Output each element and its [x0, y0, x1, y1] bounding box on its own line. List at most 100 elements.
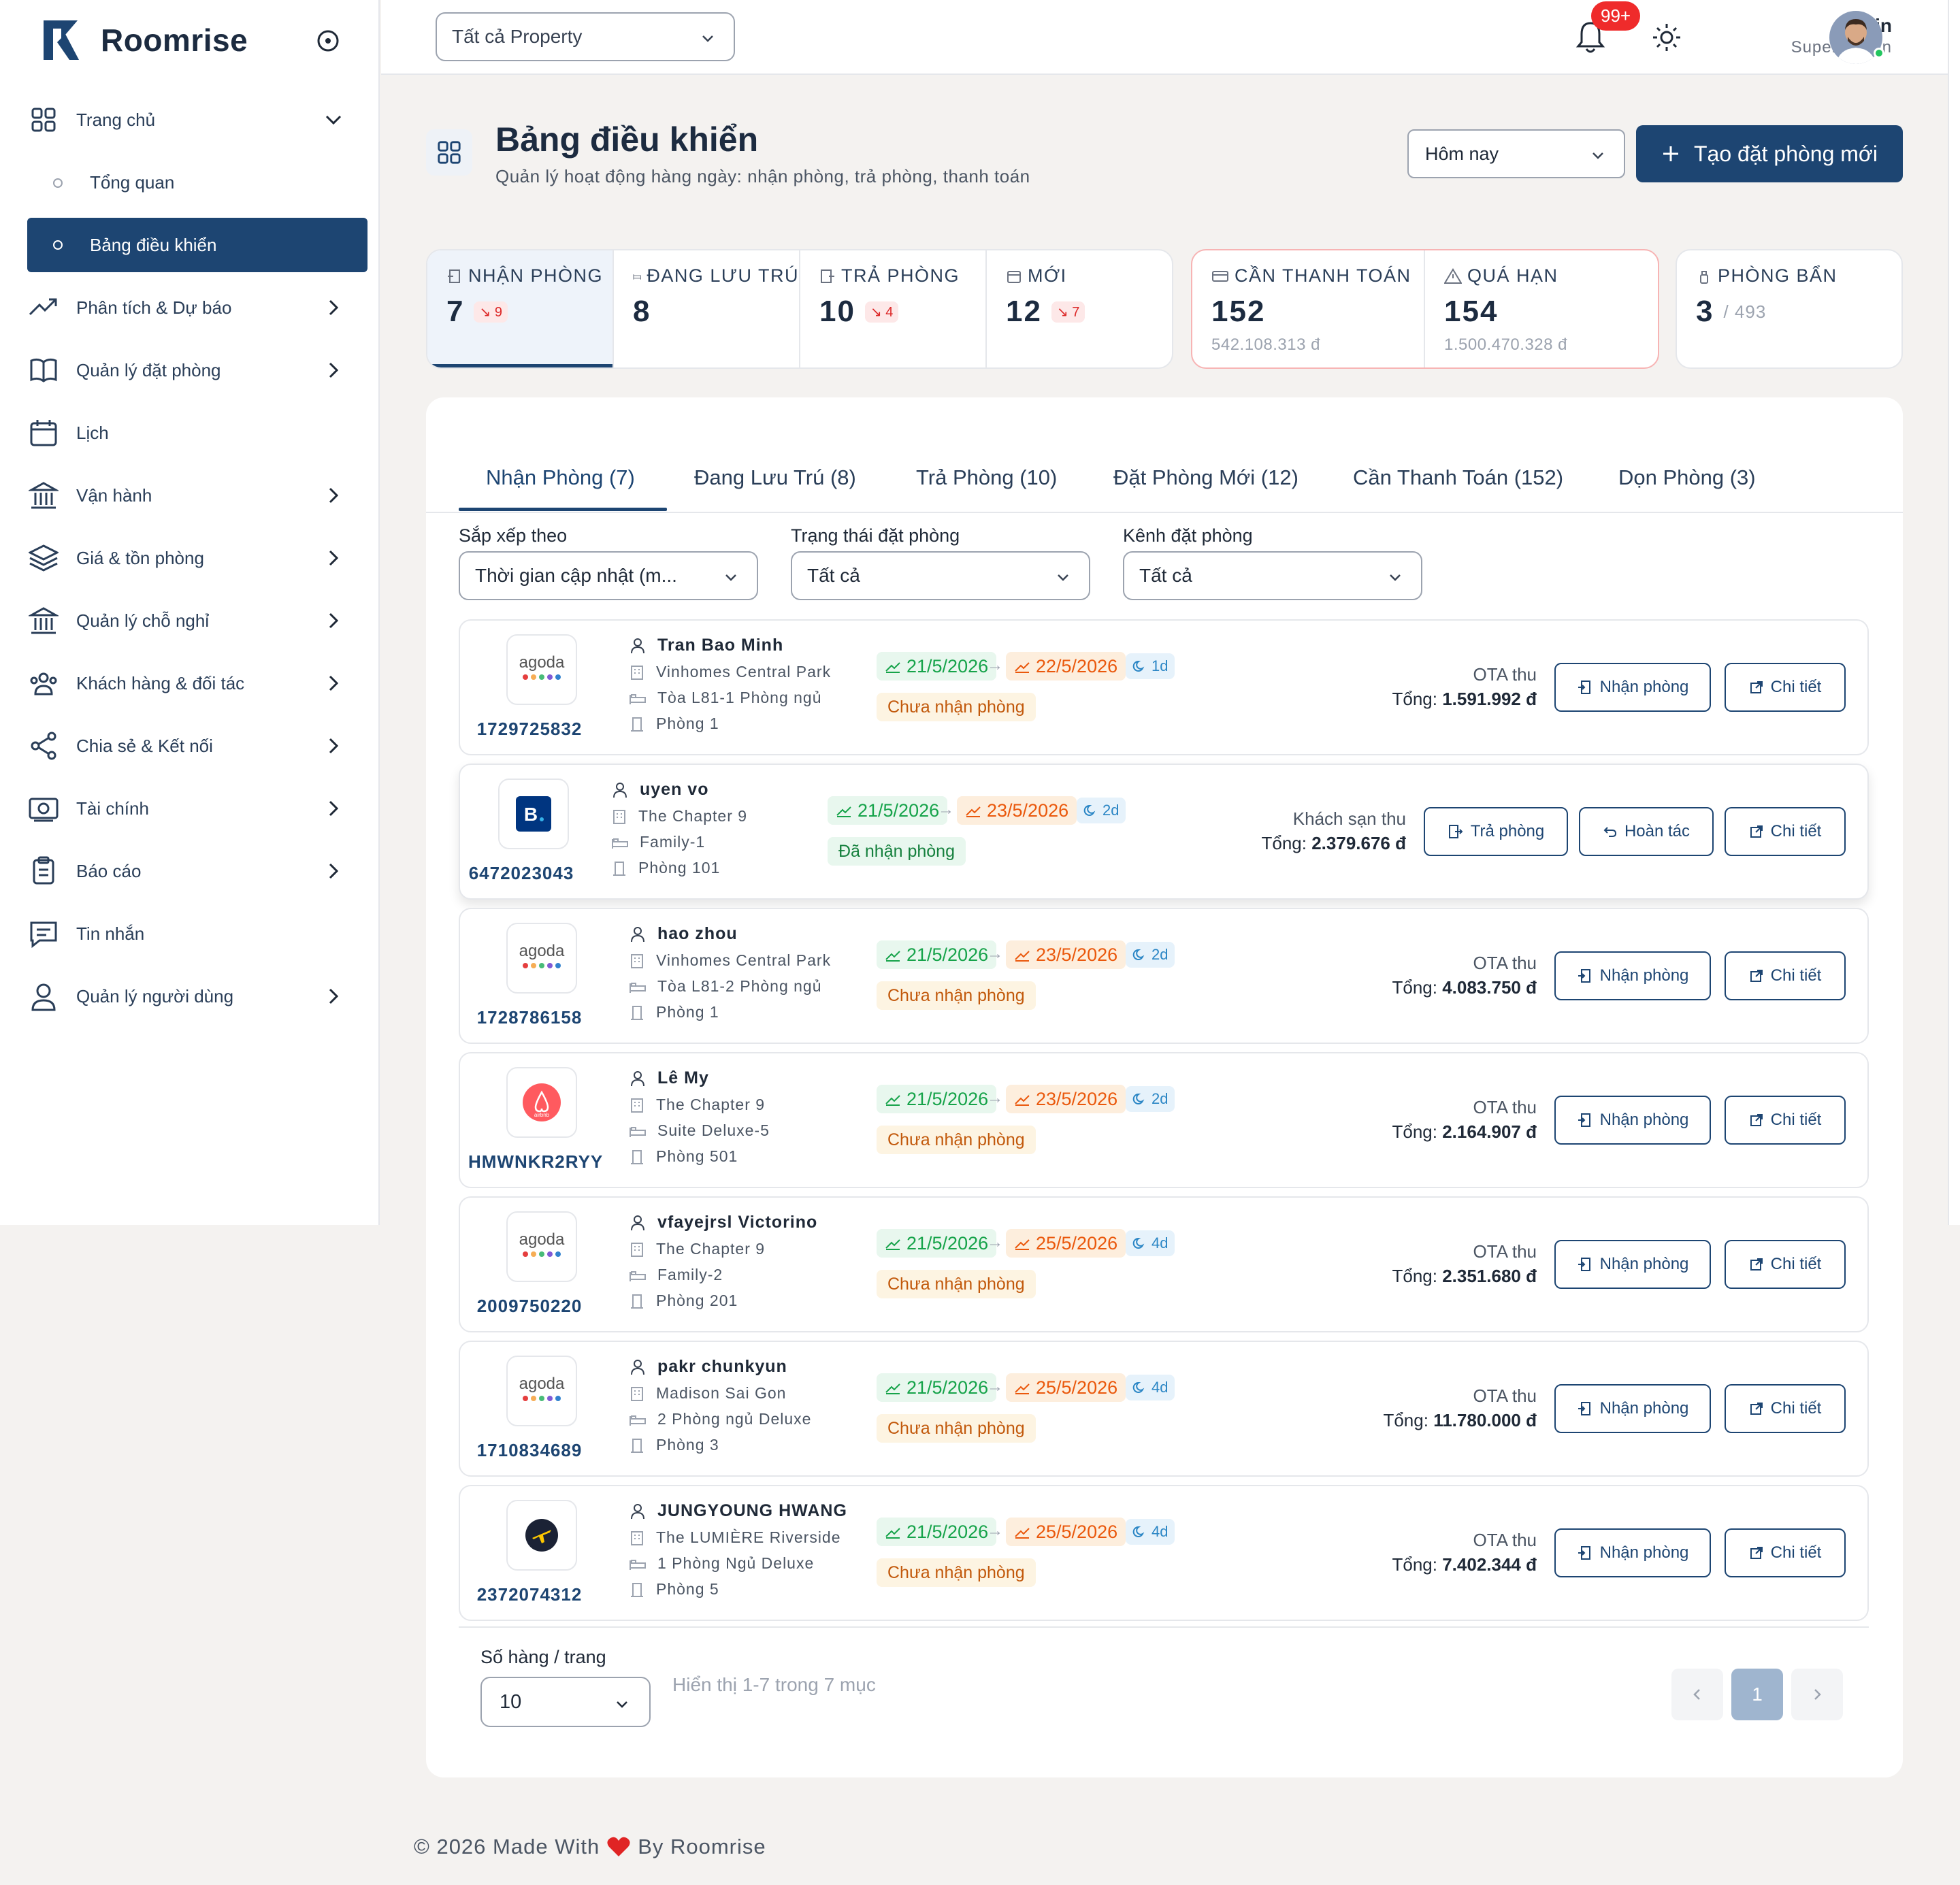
sidebar-item-calendar[interactable]: Lịch — [0, 401, 380, 464]
checkin-button[interactable]: Nhận phòng — [1554, 663, 1711, 712]
booking-code[interactable]: 1728786158 — [476, 1007, 583, 1028]
page-button-current[interactable]: 1 — [1731, 1669, 1783, 1720]
person-icon — [631, 1070, 644, 1086]
property-select[interactable]: Tất cả Property — [436, 12, 735, 61]
tab-new-bookings[interactable]: Đặt Phòng Mới (12) — [1113, 465, 1298, 489]
sidebar-item-operations[interactable]: Vận hành — [0, 464, 380, 527]
stat-payment-due[interactable]: CẦN THANH TOÁN 152 542.108.313 đ — [1192, 250, 1425, 367]
sidebar-item-users[interactable]: Quản lý người dùng — [0, 965, 380, 1028]
date-filter-select[interactable]: Hôm nay — [1407, 129, 1625, 178]
checkin-date-value: 21/5/2026 — [906, 655, 989, 676]
checkin-button[interactable]: Nhận phòng — [1554, 1528, 1711, 1577]
stat-value: 7 — [446, 295, 465, 328]
room-type: Family-2 — [657, 1266, 723, 1283]
sidebar-item-reports[interactable]: Báo cáo — [0, 840, 380, 902]
details-button[interactable]: Chi tiết — [1725, 1096, 1846, 1145]
building-icon — [631, 1530, 643, 1545]
room-type: 1 Phòng Ngủ Deluxe — [657, 1554, 815, 1572]
bed-icon — [630, 1415, 646, 1426]
svg-text:airbnb: airbnb — [534, 1112, 550, 1118]
sort-select[interactable]: Thời gian cập nhật (m... — [459, 551, 758, 600]
stat-value: 8 — [633, 295, 651, 328]
booking-code[interactable]: 1710834689 — [476, 1440, 583, 1460]
undo-button[interactable]: Hoàn tác — [1579, 807, 1714, 856]
stat-overdue[interactable]: QUÁ HẠN 154 1.500.470.328 đ — [1425, 250, 1658, 367]
tab-checkout[interactable]: Trả Phòng (10) — [916, 465, 1058, 489]
sidebar-item-overview[interactable]: Tổng quan — [0, 151, 380, 214]
stat-staying[interactable]: ĐANG LƯU TRÚ 8 — [614, 250, 800, 367]
sidebar-item-messages[interactable]: Tin nhắn — [0, 902, 380, 965]
rows-per-page-select[interactable]: 10 — [480, 1677, 651, 1727]
booking-row[interactable]: 2372074312 JUNGYOUNG HWANG The LUMIÈRE Riv… — [459, 1485, 1869, 1621]
booking-code[interactable]: 2372074312 — [476, 1584, 583, 1605]
warning-icon — [1444, 267, 1462, 284]
checkin-button[interactable]: Nhận phòng — [1554, 1096, 1711, 1145]
booking-code[interactable]: 2009750220 — [476, 1296, 583, 1316]
sidebar-item-customers[interactable]: Khách hàng & đối tác — [0, 652, 380, 715]
prev-page-button[interactable] — [1671, 1669, 1723, 1720]
checkin-date: 21/5/2026 — [877, 1085, 997, 1113]
new-booking-button[interactable]: Tạo đặt phòng mới — [1636, 125, 1903, 182]
booking-code[interactable]: 6472023043 — [468, 863, 574, 883]
checkout-button[interactable]: Trả phòng — [1424, 807, 1568, 856]
page-subtitle: Quản lý hoạt động hàng ngày: nhận phòng,… — [495, 166, 1030, 186]
total-value: 4.083.750 đ — [1442, 977, 1537, 998]
building-icon — [631, 1386, 643, 1401]
details-button[interactable]: Chi tiết — [1725, 1528, 1846, 1577]
details-button[interactable]: Chi tiết — [1725, 1240, 1846, 1289]
sidebar-toggle-icon[interactable] — [314, 27, 342, 54]
details-button[interactable]: Chi tiết — [1725, 663, 1846, 712]
checkin-date: 21/5/2026 — [877, 1518, 997, 1546]
sidebar-item-finance[interactable]: Tài chính — [0, 777, 380, 840]
stat-checkout[interactable]: TRẢ PHÒNG 10 ↘ 4 — [800, 250, 987, 367]
sidebar-item-dashboard[interactable]: Bảng điều khiển — [27, 218, 368, 272]
guest-line: pakr chunkyun — [629, 1357, 787, 1377]
checkin-date-value: 21/5/2026 — [858, 800, 940, 821]
payment-collector: OTA thu — [1473, 1386, 1537, 1406]
scrollbar[interactable] — [1948, 0, 1960, 1225]
chevron-right-icon — [329, 800, 339, 817]
tab-cleaning[interactable]: Dọn Phòng (3) — [1618, 465, 1756, 489]
nights-value: 2d — [1152, 946, 1169, 963]
booking-row[interactable]: agoda 1729725832 Tran Bao Minh Vinhomes Cen… — [459, 619, 1869, 755]
door-icon — [613, 861, 625, 876]
stat-dirty-rooms[interactable]: PHÒNG BẨN 3 / 493 — [1677, 250, 1901, 367]
details-button[interactable]: Chi tiết — [1725, 951, 1846, 1000]
channel-filter-select[interactable]: Tất cả — [1123, 551, 1422, 600]
theme-toggle-icon[interactable] — [1651, 22, 1682, 53]
sidebar-item-pricing[interactable]: Giá & tồn phòng — [0, 527, 380, 589]
sidebar-item-analytics[interactable]: Phân tích & Dự báo — [0, 276, 380, 339]
button-label: Trả phòng — [1470, 822, 1545, 840]
sidebar-item-home[interactable]: Trang chủ — [0, 88, 380, 151]
stat-checkin[interactable]: NHẬN PHÒNG 7 ↘ 9 — [427, 250, 614, 367]
property-name: The LUMIÈRE Riverside — [656, 1528, 841, 1546]
sidebar-item-properties[interactable]: Quản lý chỗ nghỉ — [0, 589, 380, 652]
door-in-icon — [448, 269, 460, 283]
sidebar-item-share[interactable]: Chia sẻ & Kết nối — [0, 715, 380, 777]
stat-new[interactable]: MỚI 12 ↘ 7 — [987, 250, 1172, 367]
details-button[interactable]: Chi tiết — [1725, 807, 1846, 856]
button-label: Chi tiết — [1770, 678, 1822, 696]
moon-icon — [1132, 1381, 1145, 1393]
booking-row[interactable]: agoda 2009750220 vfayejrsl Victorino The Ch… — [459, 1196, 1869, 1332]
status-filter-select[interactable]: Tất cả — [791, 551, 1090, 600]
details-button[interactable]: Chi tiết — [1725, 1384, 1846, 1433]
booking-row[interactable]: agoda 1728786158 hao zhou Vinhomes Central … — [459, 908, 1869, 1044]
next-page-button[interactable] — [1791, 1669, 1843, 1720]
checkin-button[interactable]: Nhận phòng — [1554, 1240, 1711, 1289]
svg-text:agoda: agoda — [519, 942, 565, 960]
tab-checkin[interactable]: Nhận Phòng (7) — [486, 465, 635, 489]
tab-payment-due[interactable]: Cần Thanh Toán (152) — [1353, 465, 1564, 489]
plus-icon — [1663, 146, 1678, 161]
checkin-button[interactable]: Nhận phòng — [1554, 1384, 1711, 1433]
booking-row[interactable]: B 6472023043 uyen vo The Chapter 9 Family-1 P… — [459, 764, 1869, 900]
checkin-button[interactable]: Nhận phòng — [1554, 951, 1711, 1000]
brand[interactable]: Roomrise — [41, 19, 248, 61]
tab-staying[interactable]: Đang Lưu Trú (8) — [694, 465, 856, 489]
booking-code[interactable]: 1729725832 — [476, 719, 583, 739]
sidebar-item-label: Trang chủ — [76, 109, 156, 130]
booking-row[interactable]: airbnb HMWNKR2RYY Lê My The Chapter 9 Suite … — [459, 1052, 1869, 1188]
booking-row[interactable]: agoda 1710834689 pakr chunkyun Madison Sai … — [459, 1341, 1869, 1477]
sidebar-item-bookings[interactable]: Quản lý đặt phòng — [0, 339, 380, 401]
booking-code[interactable]: HMWNKR2RYY — [468, 1151, 604, 1172]
